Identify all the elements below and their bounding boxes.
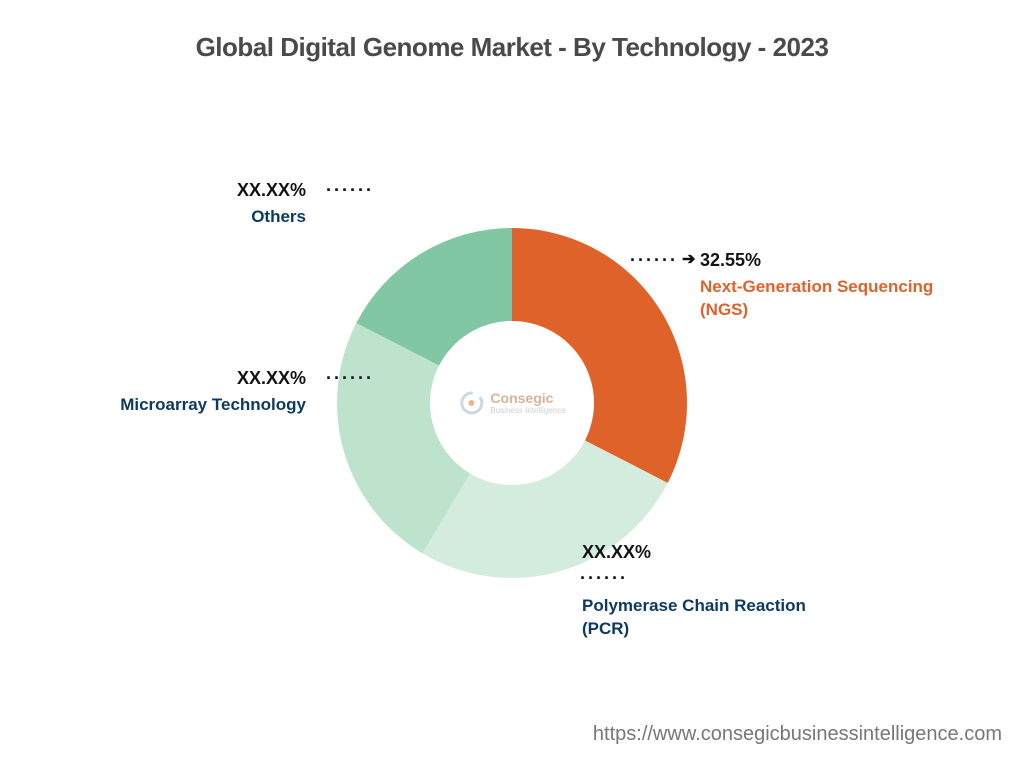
footer-url: https://www.consegicbusinessintelligence…	[593, 723, 1002, 746]
leader-dots-icon: ······	[580, 566, 812, 590]
ngs-percent: 32.55%	[700, 250, 761, 270]
leader-dots-icon: ······	[326, 178, 374, 202]
leader-dots-icon: ······	[630, 248, 678, 272]
others-label: Others	[146, 206, 306, 229]
brand-name-main: Consegic	[490, 391, 553, 405]
callout-ngs: ······➔32.55% Next-Generation Sequencing…	[700, 248, 940, 322]
page: Global Digital Genome Market - By Techno…	[0, 0, 1024, 768]
callout-others: XX.XX%······ Others	[146, 178, 306, 229]
pcr-percent: XX.XX%	[582, 542, 651, 562]
others-percent: XX.XX%	[237, 180, 306, 200]
arrow-right-icon: ➔	[682, 249, 695, 271]
center-brand-logo: Consegic Business Intelligence	[458, 390, 565, 416]
brand-name-sub: Business Intelligence	[490, 407, 565, 415]
brand-icon	[458, 390, 484, 416]
leader-dots-icon: ······	[326, 366, 374, 390]
ngs-label: Next-Generation Sequencing (NGS)	[700, 276, 940, 322]
pcr-label: Polymerase Chain Reaction (PCR)	[582, 595, 812, 641]
chart-title: Global Digital Genome Market - By Techno…	[0, 32, 1024, 63]
callout-pcr: XX.XX% ······ Polymerase Chain Reaction …	[582, 540, 812, 640]
callout-microarray: XX.XX%······ Microarray Technology	[116, 366, 306, 417]
microarray-label: Microarray Technology	[116, 394, 306, 417]
microarray-percent: XX.XX%	[237, 368, 306, 388]
